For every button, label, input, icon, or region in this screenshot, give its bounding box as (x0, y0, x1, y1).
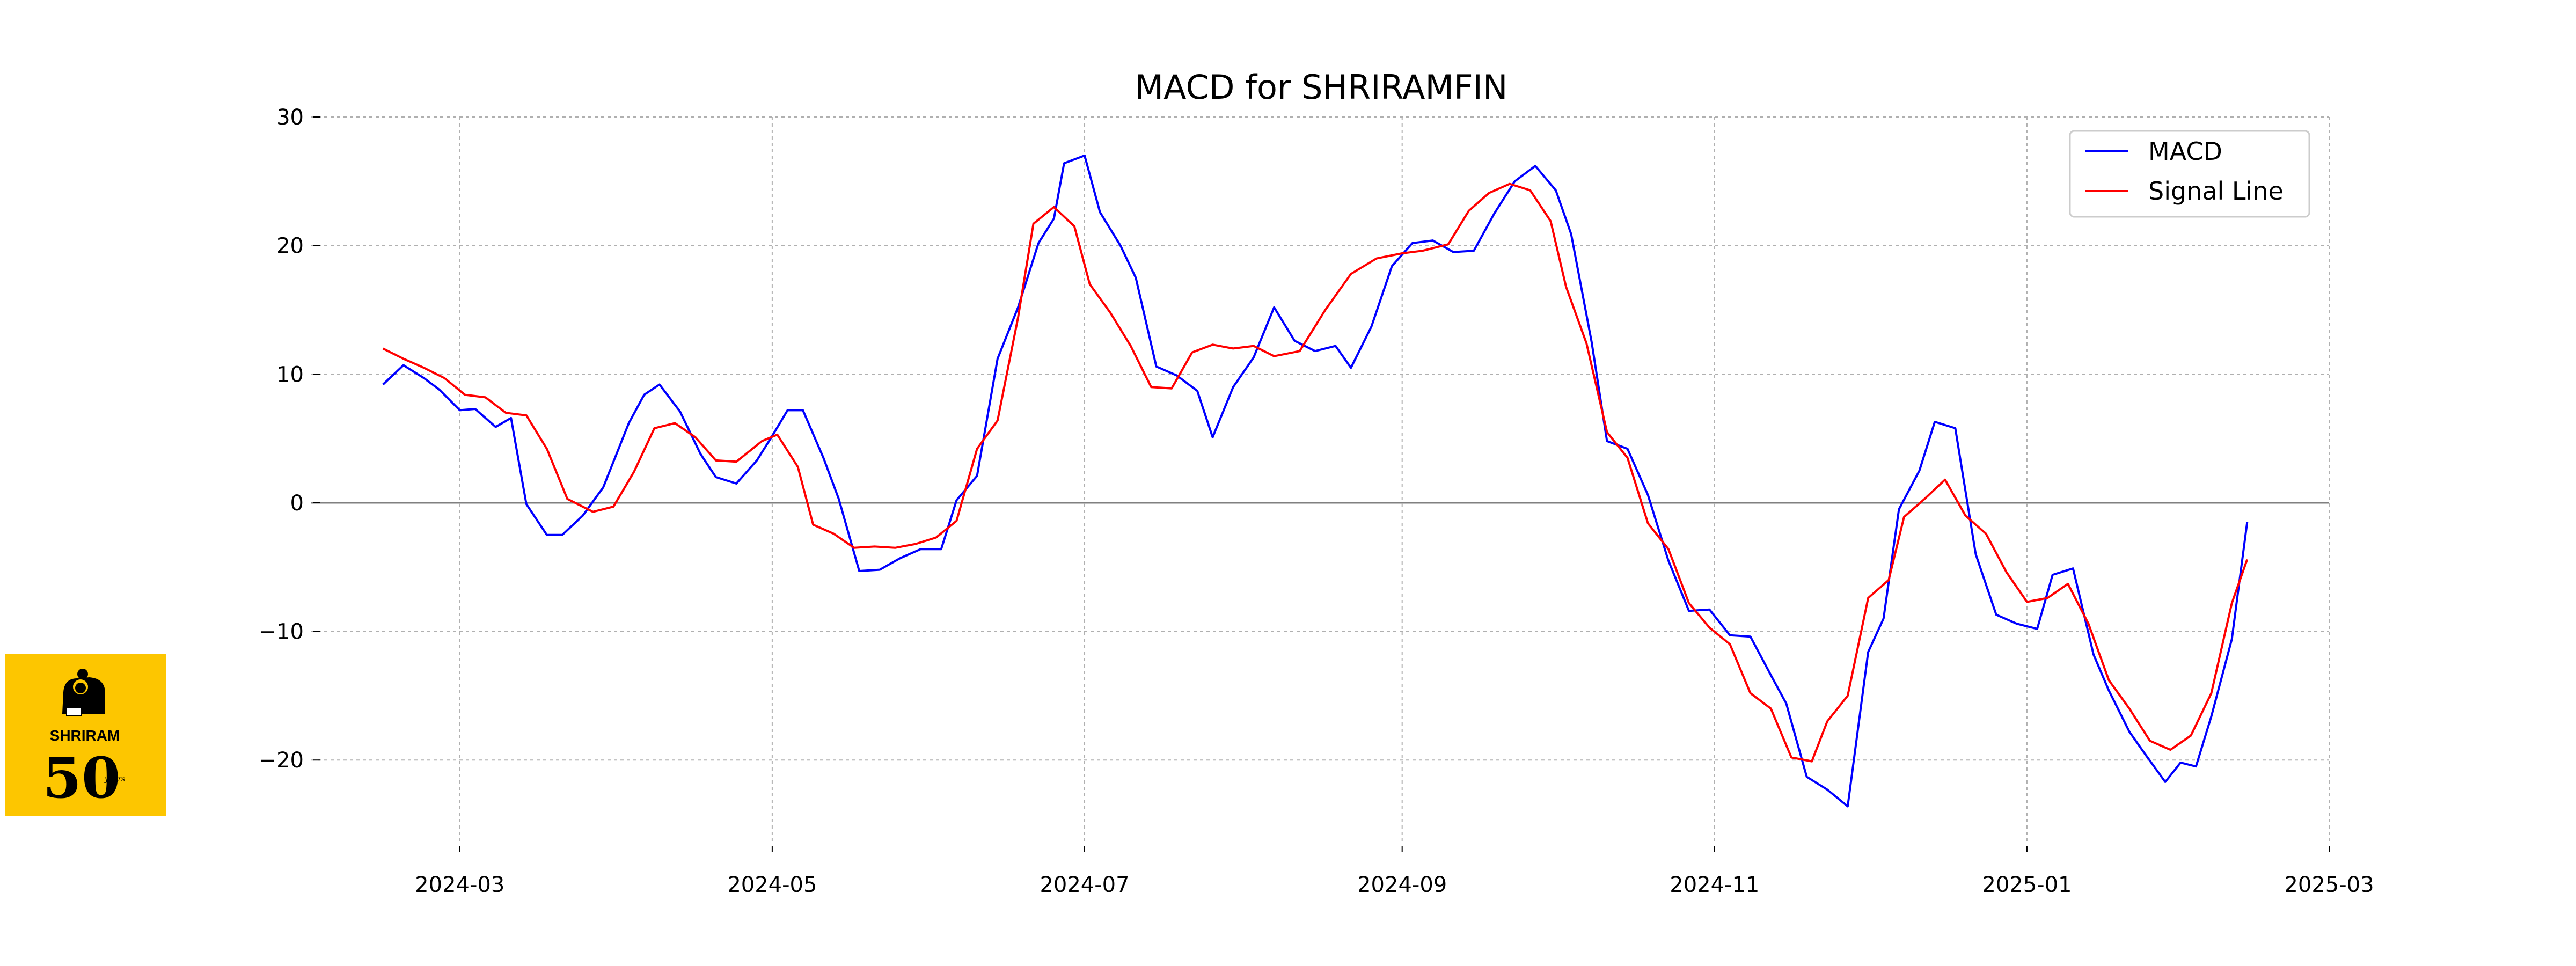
logo-anniversary-suffix: years (104, 775, 125, 784)
legend-label-signal-line: Signal Line (2148, 177, 2284, 206)
x-tick-label: 2025-03 (2284, 873, 2374, 897)
shriram-logo: SHRIRAM 50 years (5, 654, 166, 816)
y-tick-label: −10 (259, 620, 304, 645)
legend: MACD Signal Line (2069, 130, 2310, 218)
series-line-macd (382, 154, 2249, 808)
axes: −20 −10 0 10 20 30 2024-03 2024-05 2024-07 2024-0… (259, 105, 2374, 897)
series-lines (382, 154, 2249, 808)
y-tick-label: 10 (276, 362, 304, 387)
x-tick-label: 2024-03 (415, 873, 504, 897)
logo-anniversary-number: 50 (43, 745, 121, 811)
y-tick-label: 0 (290, 491, 304, 516)
y-tick-label: −20 (259, 748, 304, 773)
chart-title: MACD for SHRIRAMFIN (1135, 68, 1508, 107)
x-tick-label: 2025-01 (1982, 873, 2072, 897)
x-tick-label: 2024-11 (1670, 873, 1759, 897)
grid-lines (311, 116, 2330, 844)
logo-brand-name: SHRIRAM (50, 727, 120, 744)
legend-box (2069, 130, 2310, 218)
x-tick-label: 2024-05 (727, 873, 817, 897)
mascot-icon (62, 669, 105, 716)
legend-label-macd: MACD (2148, 137, 2222, 166)
y-tick-label: 20 (276, 234, 304, 259)
x-tick-label: 2024-07 (1040, 873, 1129, 897)
y-tick-label: 30 (276, 105, 304, 130)
series-line-signal-line (382, 182, 2249, 763)
x-tick-label: 2024-09 (1357, 873, 1447, 897)
